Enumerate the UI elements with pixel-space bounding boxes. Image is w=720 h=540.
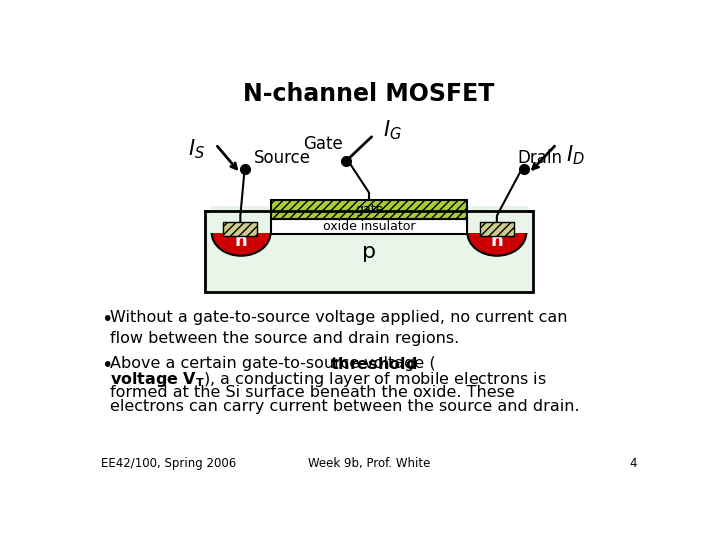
Text: Gate: Gate xyxy=(302,135,343,153)
Bar xyxy=(210,206,272,233)
Bar xyxy=(204,211,534,292)
Text: formed at the Si surface beneath the oxide. These: formed at the Si surface beneath the oxi… xyxy=(110,385,515,400)
Text: n: n xyxy=(235,232,248,249)
Text: $I_G$: $I_G$ xyxy=(383,118,402,142)
Text: Above a certain gate-to-source voltage (: Above a certain gate-to-source voltage ( xyxy=(110,356,439,371)
Text: n: n xyxy=(490,232,503,249)
Text: Drain: Drain xyxy=(518,149,563,167)
Text: electrons can carry current between the source and drain.: electrons can carry current between the … xyxy=(110,399,580,414)
Text: $I_S$: $I_S$ xyxy=(189,137,205,160)
Text: Week 9b, Prof. White: Week 9b, Prof. White xyxy=(308,457,430,470)
Bar xyxy=(271,219,467,234)
Text: $I_D$: $I_D$ xyxy=(566,143,585,167)
Bar xyxy=(480,222,514,236)
Text: gate: gate xyxy=(355,203,383,216)
Bar xyxy=(271,200,467,219)
Ellipse shape xyxy=(467,210,526,256)
Ellipse shape xyxy=(212,210,271,256)
Text: •: • xyxy=(101,309,112,329)
Text: Source: Source xyxy=(254,149,311,167)
Text: Without a gate-to-source voltage applied, no current can
flow between the source: Without a gate-to-source voltage applied… xyxy=(110,309,567,346)
Text: p: p xyxy=(362,241,376,261)
Bar xyxy=(223,222,258,236)
Text: 4: 4 xyxy=(630,457,637,470)
Text: EE42/100, Spring 2006: EE42/100, Spring 2006 xyxy=(101,457,236,470)
Text: N-channel MOSFET: N-channel MOSFET xyxy=(243,82,495,106)
Text: $\mathbf{threshold}$: $\mathbf{threshold}$ xyxy=(330,356,418,372)
Text: oxide insulator: oxide insulator xyxy=(323,220,415,233)
Bar xyxy=(466,206,528,233)
Text: $\mathbf{voltage\ V_T}$), a conducting layer of mobile electrons is: $\mathbf{voltage\ V_T}$), a conducting l… xyxy=(110,370,547,389)
Text: •: • xyxy=(101,356,112,375)
